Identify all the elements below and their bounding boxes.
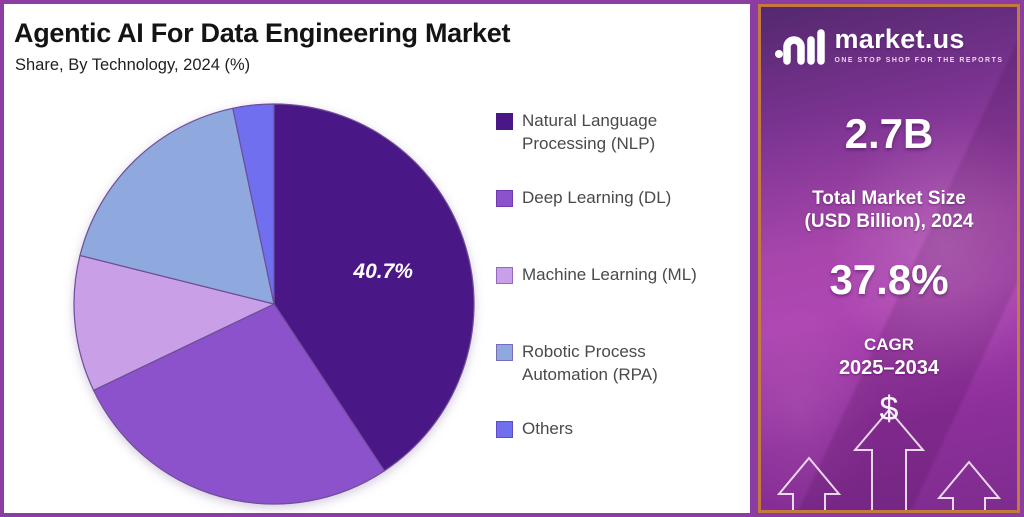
legend-item-3: Robotic Process Automation (RPA) bbox=[496, 341, 728, 386]
pie-chart: 40.7% bbox=[73, 103, 475, 505]
market-size-label-line2: (USD Billion), 2024 bbox=[804, 211, 974, 233]
legend-item-1: Deep Learning (DL) bbox=[496, 187, 728, 210]
legend-swatch-3 bbox=[496, 344, 513, 361]
legend-swatch-4 bbox=[496, 421, 513, 438]
pie-slice-4 bbox=[232, 103, 275, 305]
logo-tagline: ONE STOP SHOP FOR THE REPORTS bbox=[834, 56, 1004, 64]
growth-arrows-graphic bbox=[776, 408, 1002, 510]
legend-item-2: Machine Learning (ML) bbox=[496, 264, 728, 287]
market-size-label-line1: Total Market Size bbox=[812, 188, 966, 209]
cagr-label-line1: CAGR bbox=[863, 335, 915, 355]
legend-swatch-2 bbox=[496, 267, 513, 284]
chart-subtitle: Share, By Technology, 2024 (%) bbox=[15, 56, 251, 74]
logo-text-block: market.us ONE STOP SHOP FOR THE REPORTS bbox=[834, 24, 1004, 64]
legend-swatch-1 bbox=[496, 190, 513, 207]
marketus-logo: market.us ONE STOP SHOP FOR THE REPORTS bbox=[774, 24, 1004, 69]
marketus-logo-icon bbox=[775, 29, 826, 65]
legend-label-0: Natural Language Processing (NLP) bbox=[522, 111, 658, 153]
legend-swatch-0 bbox=[496, 113, 513, 130]
cagr-value: 37.8% bbox=[829, 256, 949, 304]
legend-label-3: Robotic Process Automation (RPA) bbox=[522, 342, 658, 384]
market-size-value: 2.7B bbox=[844, 110, 934, 157]
legend-item-0: Natural Language Processing (NLP) bbox=[496, 110, 728, 155]
page-title: Agentic AI For Data Engineering Market bbox=[14, 18, 511, 48]
legend-label-4: Others bbox=[522, 419, 574, 438]
pie-slice-1 bbox=[92, 303, 385, 505]
pie-slice-3 bbox=[79, 107, 275, 305]
logo-wordmark: market.us bbox=[834, 24, 965, 54]
panel-divider bbox=[750, 4, 758, 513]
legend-label-2: Machine Learning (ML) bbox=[522, 265, 697, 284]
pie-slice-2 bbox=[73, 254, 275, 391]
chart-panel: Agentic AI For Data Engineering Market S… bbox=[4, 4, 750, 513]
cagr-label-line2: 2025–2034 bbox=[838, 357, 940, 380]
market-size-label: Total Market Size (USD Billion), 2024 bbox=[805, 187, 974, 233]
chart-legend: Natural Language Processing (NLP) Deep Le… bbox=[496, 110, 728, 470]
pie-data-label: 40.7% bbox=[352, 260, 413, 283]
legend-item-4: Others bbox=[496, 418, 728, 441]
cagr-label: CAGR 2025–2034 bbox=[839, 335, 939, 380]
legend-label-1: Deep Learning (DL) bbox=[522, 188, 672, 207]
stats-sidebar: market.us ONE STOP SHOP FOR THE REPORTS … bbox=[758, 4, 1020, 513]
